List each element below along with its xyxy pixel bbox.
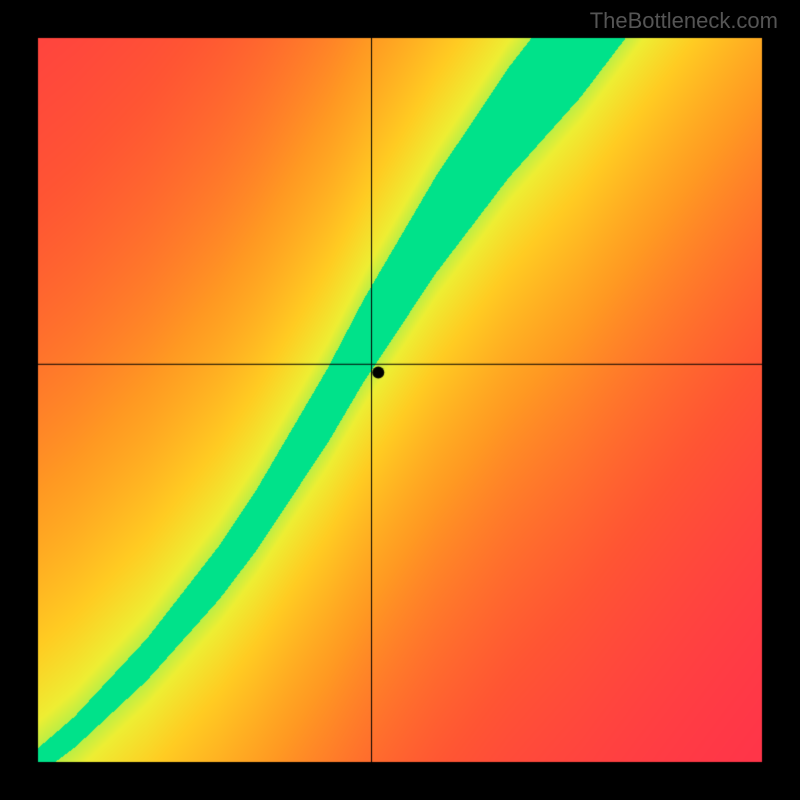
watermark-text: TheBottleneck.com <box>590 8 778 34</box>
chart-container: TheBottleneck.com <box>0 0 800 800</box>
bottleneck-heatmap <box>0 0 800 800</box>
